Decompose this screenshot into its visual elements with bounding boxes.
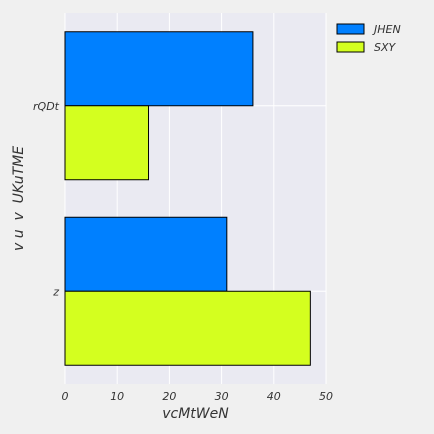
y-axis-label: v u v UKuTME [11,146,27,251]
bar-jhen-rqdt [64,31,254,107]
x-tick-labels: 0 10 20 30 40 50 [62,390,334,403]
x-tick-label: 0 [62,390,69,403]
legend: JHEN SXY [336,23,401,54]
x-tick-label: 20 [162,390,176,403]
y-tick-labels: rQDt z [33,100,60,299]
x-tick-label: 40 [267,390,281,403]
bar-sxy-rqdt [64,105,150,181]
legend-label-sxy: SXY [374,41,397,54]
bar-jhen-z [64,216,228,292]
legend-swatch-sxy [336,41,365,53]
y-tick-label: rQDt [33,100,60,113]
y-tick-label: z [52,285,59,298]
x-tick-label: 50 [319,390,333,403]
legend-label-jhen: JHEN [372,23,401,36]
x-axis-label: vcMtWeN [162,406,229,422]
bars [64,31,311,366]
x-tick-label: 30 [215,390,229,403]
x-tick-label: 10 [110,390,124,403]
legend-swatch-jhen [336,23,365,35]
bar-sxy-z [64,290,311,366]
